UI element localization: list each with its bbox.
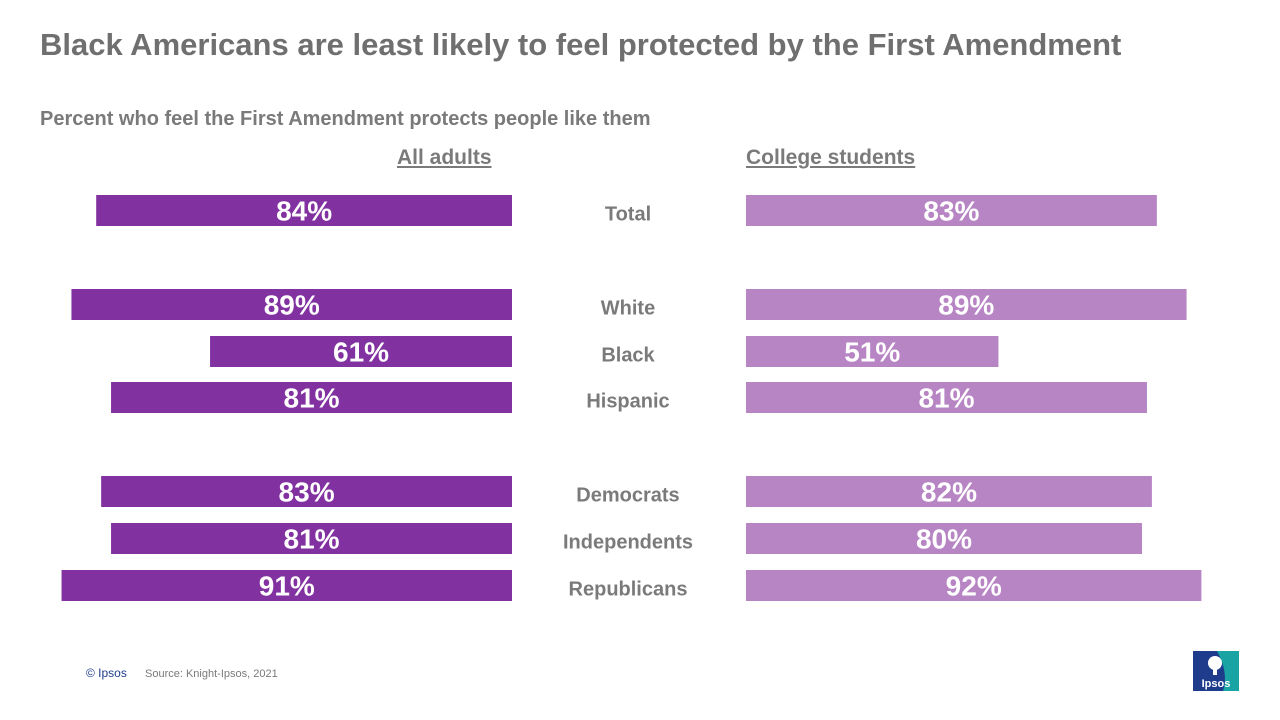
- chart-title: Black Americans are least likely to feel…: [40, 27, 1122, 62]
- bar-college-students-total: [746, 195, 1157, 226]
- data-label-college-students-republicans: 92%: [946, 571, 1002, 602]
- data-label-college-students-independents: 80%: [916, 524, 972, 555]
- series-header-college-students: College students: [746, 146, 916, 169]
- category-label-independents: Independents: [563, 532, 693, 554]
- category-label-white: White: [601, 298, 655, 320]
- chart-subtitle: Percent who feel the First Amendment pro…: [40, 108, 651, 130]
- footer-source: Source: Knight-Ipsos, 2021: [145, 668, 278, 680]
- data-label-all-adults-white: 89%: [264, 290, 320, 321]
- bar-college-students-democrats: [746, 476, 1152, 507]
- data-label-all-adults-republicans: 91%: [259, 571, 315, 602]
- category-label-hispanic: Hispanic: [586, 391, 669, 413]
- data-label-college-students-hispanic: 81%: [918, 383, 974, 414]
- bar-college-students-white: [746, 289, 1187, 320]
- data-label-all-adults-independents: 81%: [284, 524, 340, 555]
- bar-all-adults-total: [96, 195, 512, 226]
- bar-all-adults-independents: [111, 523, 513, 554]
- data-label-college-students-black: 51%: [844, 337, 900, 368]
- logo-text: Ipsos: [1202, 678, 1231, 690]
- data-label-college-students-white: 89%: [938, 290, 994, 321]
- data-label-college-students-democrats: 82%: [921, 477, 977, 508]
- bar-all-adults-hispanic: [111, 382, 513, 413]
- category-label-black: Black: [601, 345, 655, 367]
- ipsos-logo: Ipsos: [1193, 651, 1239, 691]
- bar-college-students-black: [746, 336, 999, 367]
- category-label-total: Total: [605, 204, 651, 226]
- data-label-all-adults-total: 84%: [276, 196, 332, 227]
- bar-all-adults-black: [210, 336, 513, 367]
- data-label-all-adults-democrats: 83%: [279, 477, 335, 508]
- bar-all-adults-republicans: [61, 570, 513, 601]
- bar-college-students-republicans: [746, 570, 1202, 601]
- series-header-all-adults: All adults: [397, 146, 492, 169]
- bar-all-adults-democrats: [101, 476, 513, 507]
- bar-all-adults-white: [71, 289, 512, 320]
- footer-copyright: © Ipsos: [86, 666, 127, 680]
- data-label-all-adults-hispanic: 81%: [284, 383, 340, 414]
- category-label-democrats: Democrats: [576, 485, 679, 507]
- bar-college-students-hispanic: [746, 382, 1147, 413]
- data-label-all-adults-black: 61%: [333, 337, 389, 368]
- category-label-republicans: Republicans: [569, 579, 688, 601]
- data-label-college-students-total: 83%: [923, 196, 979, 227]
- bar-college-students-independents: [746, 523, 1142, 554]
